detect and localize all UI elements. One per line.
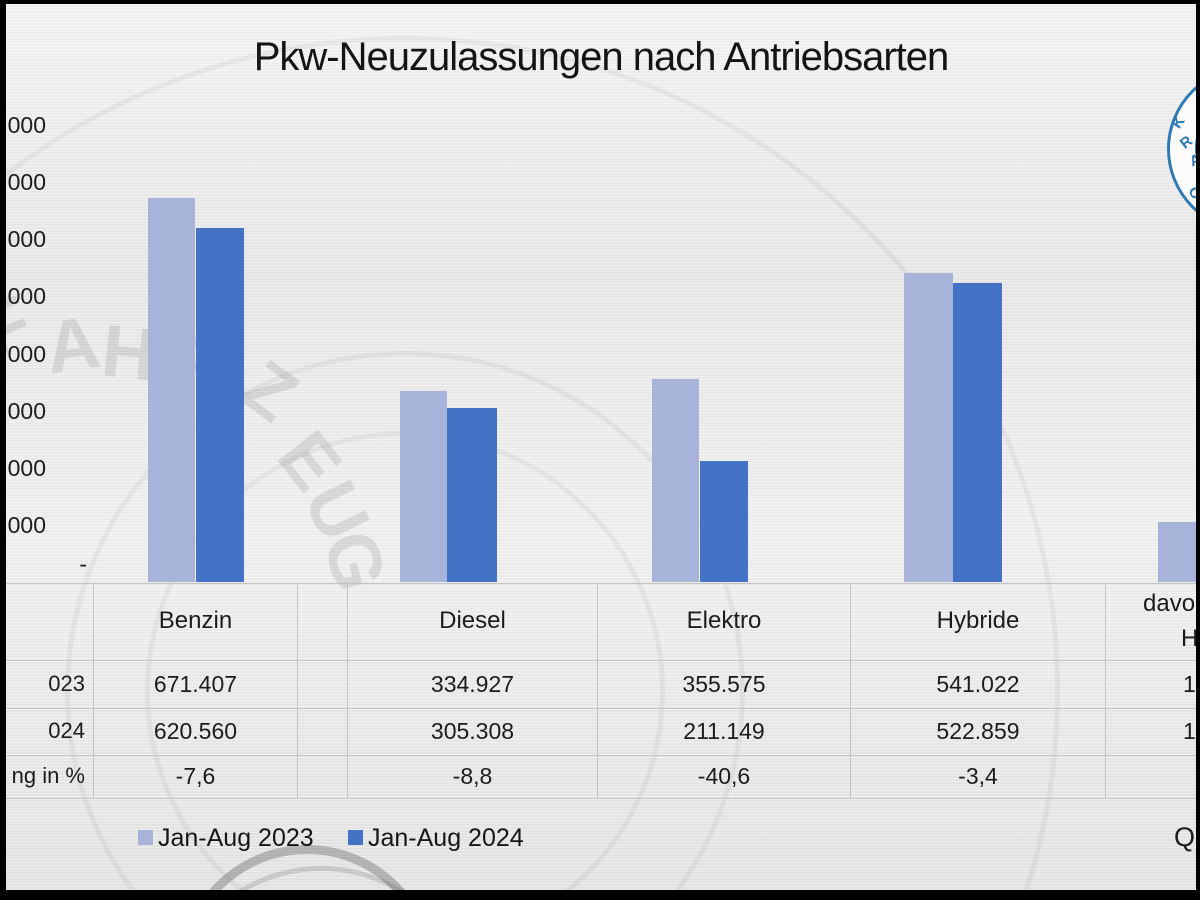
table-header-davon-line2: H: [1181, 625, 1196, 652]
table-border-col-spacer: [347, 583, 348, 799]
table-cell: -7,6: [175, 763, 216, 789]
table-cell: 522.859: [936, 718, 1020, 744]
table-border-row1: [6, 660, 1196, 661]
bar-Jan-Aug2023-4: [1158, 522, 1196, 582]
table-border-row2: [6, 708, 1196, 709]
chart-title: Pkw-Neuzulassungen nach Antriebsarten: [253, 35, 950, 79]
y-axis-tick-800000: 000: [7, 112, 46, 138]
table-rowlabel-2023: 023: [48, 671, 85, 696]
y-axis-tick-400000: 000: [7, 341, 46, 367]
bar-Jan-Aug2024-2: [700, 461, 748, 582]
table-border-row3: [6, 755, 1196, 756]
table-rowlabel-change: ng in %: [11, 763, 85, 788]
legend-label-2024: Jan-Aug 2024: [368, 824, 524, 852]
table-header-davon-line1: davo: [1143, 590, 1196, 617]
table-cell: 620.560: [153, 718, 238, 744]
table-header-diesel: Diesel: [439, 607, 506, 634]
table-cell: -8,8: [452, 763, 493, 789]
legend-label-2023: Jan-Aug 2023: [158, 824, 314, 852]
table-cell: 211.149: [683, 718, 765, 744]
y-axis-tick-100000: 000: [7, 512, 46, 538]
y-axis-tick-zero: -: [79, 551, 87, 577]
table-header-hybride: Hybride: [936, 607, 1020, 634]
bar-Jan-Aug2024-1: [447, 408, 497, 582]
slide-area: F A H R Z E U G Pkw-Neuzulassungen nach …: [6, 4, 1196, 890]
table-cell: 10: [1183, 671, 1196, 697]
bar-Jan-Aug2023-1: [400, 391, 447, 582]
table-border-col-benzin: [297, 583, 298, 799]
table-cell: -40,6: [697, 763, 751, 789]
table-cell: 305.308: [430, 718, 515, 744]
table-cell: -3,4: [958, 763, 998, 789]
table-header-benzin: Benzin: [158, 607, 233, 634]
bar-Jan-Aug2024-3: [953, 283, 1002, 582]
y-axis-tick-200000: 000: [7, 455, 46, 481]
table-rowlabel-2024: 024: [48, 718, 85, 743]
y-axis-tick-300000: 000: [7, 398, 46, 424]
table-cell: 10: [1183, 718, 1196, 744]
table-cell: 334.927: [430, 671, 515, 697]
y-axis-tick-600000: 000: [7, 226, 46, 252]
legend-swatch-2023: [138, 830, 153, 845]
table-cell: 541.022: [936, 671, 1020, 697]
table-border-col-diesel: [597, 583, 598, 799]
table-border-top: [6, 583, 1196, 584]
bar-Jan-Aug2024-0: [196, 228, 244, 582]
source-text-fragment: Q: [1174, 822, 1196, 852]
bar-Jan-Aug2023-3: [904, 273, 953, 582]
table-border-col-elektro: [850, 583, 851, 799]
table-border-col-hybride: [1105, 583, 1106, 799]
plot-area: [6, 4, 1196, 890]
table-header-elektro: Elektro: [686, 607, 762, 634]
y-axis-tick-700000: 000: [7, 169, 46, 195]
table-cell: 355.575: [682, 671, 766, 697]
bar-Jan-Aug2023-2: [652, 379, 699, 582]
table-cell: 671.407: [153, 671, 238, 697]
y-axis-tick-500000: 000: [7, 283, 46, 309]
table-border-bottom: [6, 798, 1196, 799]
legend-swatch-2024: [348, 830, 363, 845]
table-border-col-labels: [93, 583, 94, 799]
bar-Jan-Aug2023-0: [148, 198, 195, 582]
